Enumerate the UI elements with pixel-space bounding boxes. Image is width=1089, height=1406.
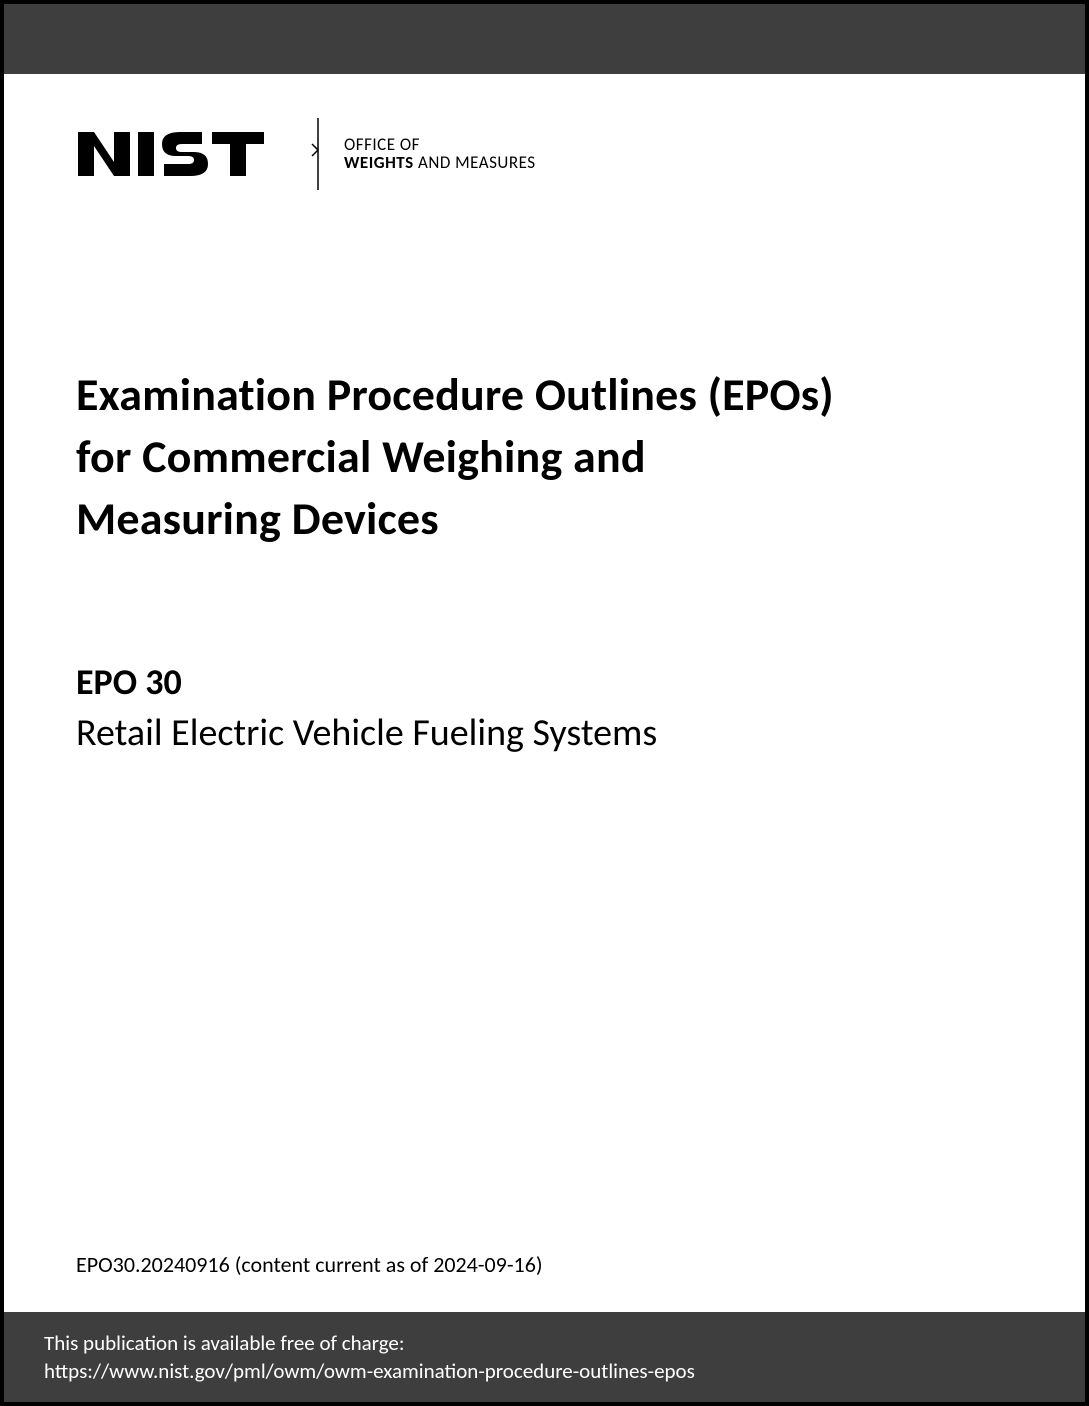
top-bar [4,4,1085,74]
epo-title: Retail Electric Vehicle Fueling Systems [76,710,1025,756]
content-area: OFFICE OF WEIGHTS AND MEASURES Examinati… [4,74,1085,756]
footer-line1: This publication is available free of ch… [44,1330,1085,1356]
logo-row: OFFICE OF WEIGHTS AND MEASURES [76,114,1025,194]
version-line: EPO30.20240916 (content current as of 20… [76,1251,543,1278]
logo-divider-icon [310,114,326,194]
document-page: OFFICE OF WEIGHTS AND MEASURES Examinati… [0,0,1089,1406]
office-text: OFFICE OF WEIGHTS AND MEASURES [344,136,536,172]
nist-logo [76,124,296,184]
epo-number: EPO 30 [76,660,1025,704]
bottom-bar: This publication is available free of ch… [4,1312,1085,1402]
document-title: Examination Procedure Outlines (EPOs) fo… [76,364,1025,550]
office-line2: WEIGHTS AND MEASURES [344,154,536,172]
epo-block: EPO 30 Retail Electric Vehicle Fueling S… [76,660,1025,756]
footer-url: https://www.nist.gov/pml/owm/owm-examina… [44,1358,1085,1384]
